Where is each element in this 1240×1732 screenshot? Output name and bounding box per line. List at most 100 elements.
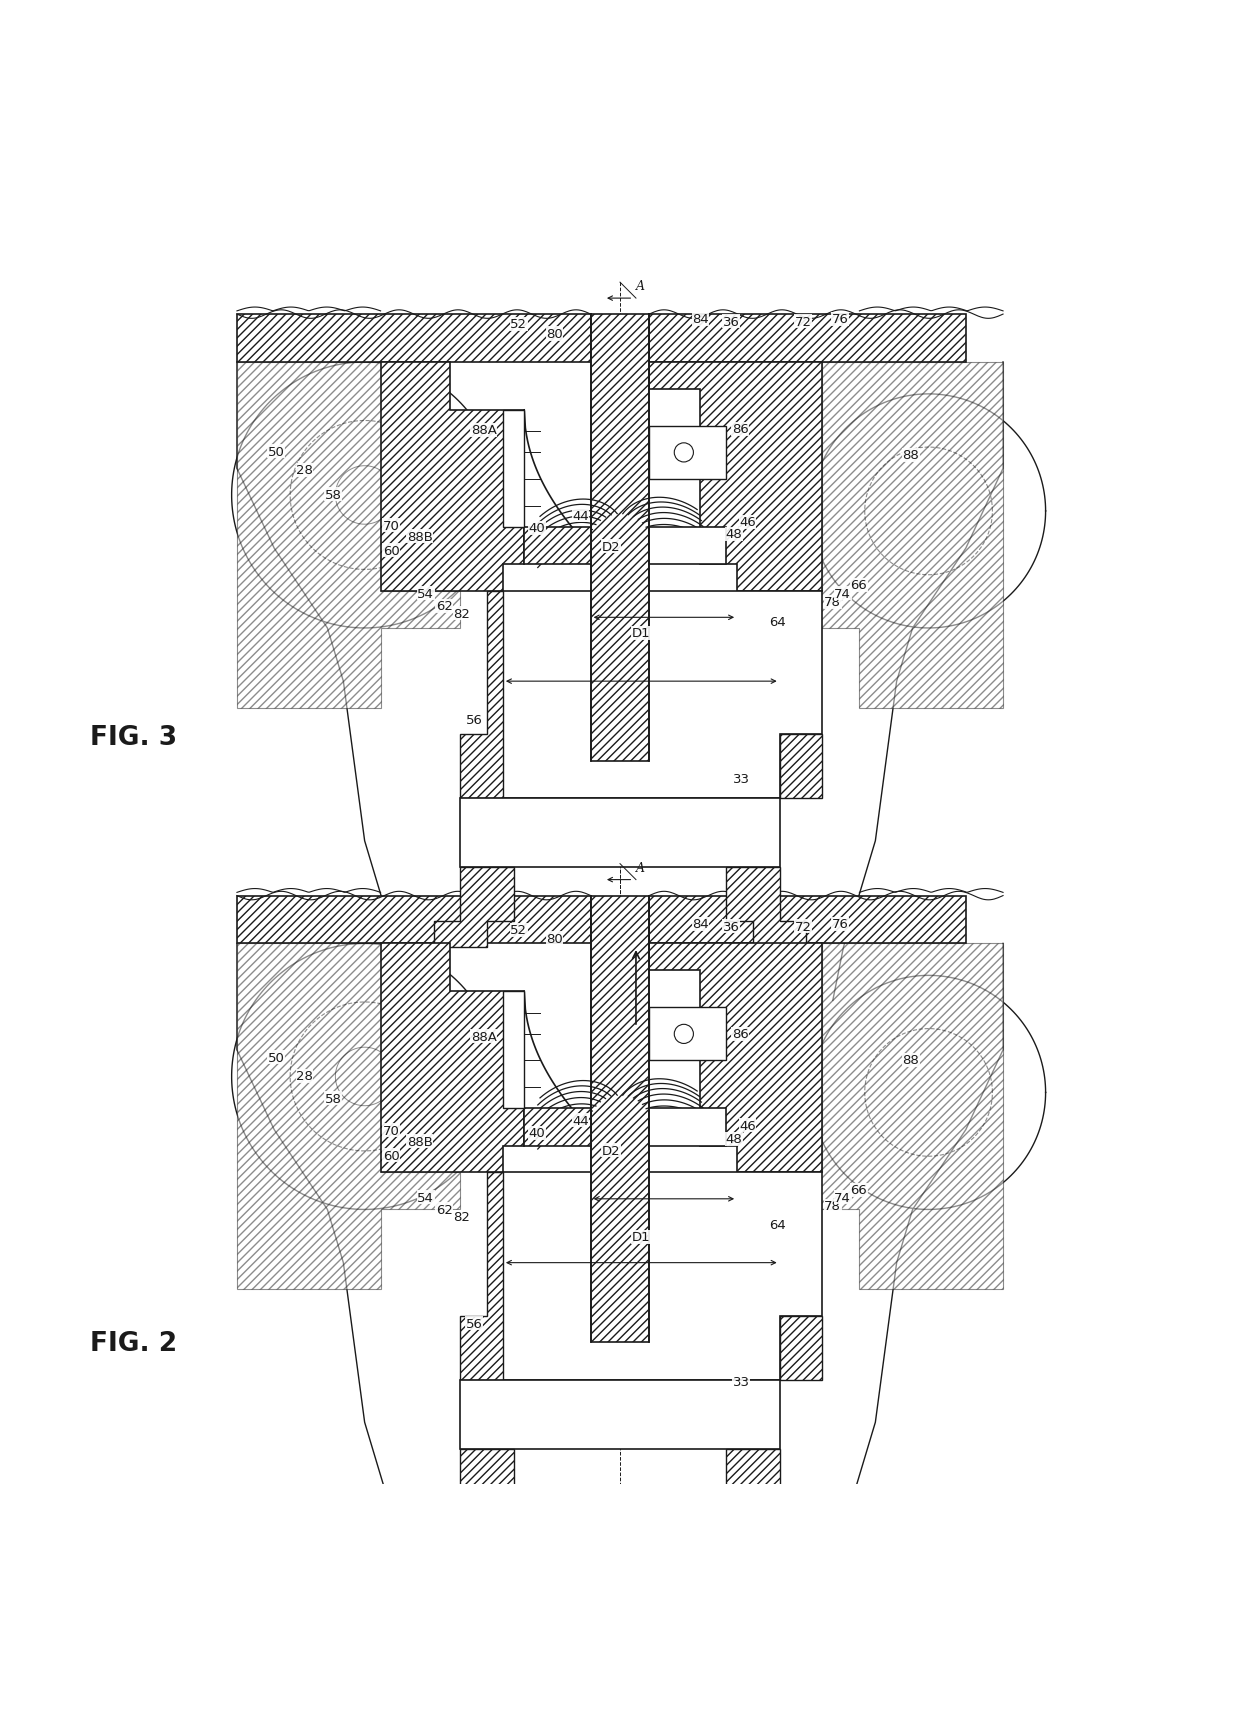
Text: 78: 78	[825, 1200, 841, 1212]
Polygon shape	[650, 1108, 727, 1147]
Polygon shape	[650, 426, 727, 480]
Text: 88: 88	[903, 449, 919, 462]
Text: 62: 62	[436, 1204, 453, 1216]
Polygon shape	[503, 992, 525, 1108]
Polygon shape	[460, 1173, 503, 1380]
Text: 72: 72	[795, 315, 812, 329]
Text: 52: 52	[510, 923, 527, 937]
Text: 48: 48	[725, 528, 743, 540]
Polygon shape	[237, 944, 460, 1290]
Text: 56: 56	[465, 1316, 482, 1330]
Text: 60: 60	[383, 1148, 399, 1162]
Text: 88A: 88A	[471, 1031, 497, 1043]
Polygon shape	[503, 591, 822, 798]
Text: 86: 86	[732, 423, 749, 436]
Text: 36: 36	[723, 315, 740, 329]
Text: 76: 76	[832, 918, 848, 930]
Polygon shape	[525, 528, 590, 565]
Text: 88B: 88B	[407, 530, 433, 544]
Polygon shape	[434, 868, 513, 947]
Text: 76: 76	[832, 313, 848, 326]
Text: 86: 86	[732, 1027, 749, 1041]
Polygon shape	[381, 362, 525, 591]
Polygon shape	[650, 895, 966, 944]
Text: A: A	[636, 861, 645, 875]
Polygon shape	[727, 1450, 806, 1529]
Text: 40: 40	[528, 1126, 546, 1140]
Text: 88A: 88A	[471, 424, 497, 436]
Polygon shape	[650, 362, 822, 591]
Polygon shape	[460, 798, 780, 868]
Polygon shape	[650, 944, 822, 1173]
Text: 33: 33	[733, 772, 750, 786]
Text: 44: 44	[572, 509, 589, 523]
Text: 44: 44	[572, 1114, 589, 1128]
Text: 80: 80	[546, 932, 563, 946]
Text: D1: D1	[631, 1230, 650, 1244]
Text: 28: 28	[296, 1070, 312, 1082]
Polygon shape	[780, 1316, 822, 1380]
Polygon shape	[237, 895, 590, 944]
Polygon shape	[381, 944, 525, 1173]
Text: FIG. 2: FIG. 2	[91, 1330, 177, 1356]
Text: 58: 58	[325, 1091, 341, 1105]
Text: 50: 50	[268, 445, 284, 459]
Text: 58: 58	[325, 488, 341, 502]
Polygon shape	[237, 315, 590, 362]
Text: 74: 74	[835, 587, 851, 601]
Text: 56: 56	[465, 714, 482, 727]
Text: A: A	[636, 281, 645, 293]
Text: 62: 62	[436, 599, 453, 613]
Polygon shape	[503, 1173, 822, 1380]
Text: 33: 33	[733, 1375, 750, 1387]
Text: 64: 64	[769, 617, 785, 629]
Text: 82: 82	[453, 608, 470, 620]
Polygon shape	[650, 1008, 727, 1062]
Text: 64: 64	[769, 1218, 785, 1231]
Text: 50: 50	[268, 1051, 284, 1063]
Text: 40: 40	[528, 521, 546, 535]
Text: 46: 46	[739, 516, 756, 528]
Text: FIG. 3: FIG. 3	[91, 724, 177, 750]
Polygon shape	[780, 362, 1003, 708]
Polygon shape	[780, 944, 1003, 1290]
Text: 66: 66	[851, 578, 867, 592]
Text: D1: D1	[631, 627, 650, 641]
Polygon shape	[650, 315, 966, 362]
Polygon shape	[727, 868, 806, 947]
Polygon shape	[650, 528, 727, 565]
Text: 74: 74	[835, 1192, 851, 1204]
Text: 70: 70	[383, 1124, 399, 1138]
Text: 88: 88	[903, 1053, 919, 1067]
Text: 84: 84	[692, 313, 709, 326]
Text: 84: 84	[692, 918, 709, 930]
Text: 46: 46	[739, 1119, 756, 1133]
Polygon shape	[460, 1380, 780, 1450]
Text: D2: D2	[603, 540, 621, 554]
Text: 48: 48	[725, 1133, 743, 1147]
Text: 66: 66	[851, 1183, 867, 1197]
Text: D2: D2	[603, 1143, 621, 1157]
Polygon shape	[780, 734, 822, 798]
Text: 88B: 88B	[407, 1134, 433, 1148]
Polygon shape	[434, 1450, 513, 1529]
Text: 72: 72	[795, 920, 812, 934]
Text: 54: 54	[418, 1192, 434, 1204]
Text: 82: 82	[453, 1211, 470, 1225]
Text: 60: 60	[383, 544, 399, 558]
Circle shape	[675, 1025, 693, 1044]
Polygon shape	[590, 895, 650, 1342]
Text: 52: 52	[510, 319, 527, 331]
Polygon shape	[590, 315, 650, 762]
Text: 54: 54	[418, 587, 434, 601]
Polygon shape	[460, 591, 503, 798]
Text: 28: 28	[296, 464, 312, 476]
Text: 78: 78	[825, 596, 841, 610]
Text: 70: 70	[383, 520, 399, 532]
Text: 80: 80	[546, 327, 563, 341]
Polygon shape	[525, 1108, 590, 1147]
Circle shape	[675, 443, 693, 462]
Text: 36: 36	[723, 920, 740, 934]
Polygon shape	[237, 362, 460, 708]
Polygon shape	[503, 410, 525, 528]
